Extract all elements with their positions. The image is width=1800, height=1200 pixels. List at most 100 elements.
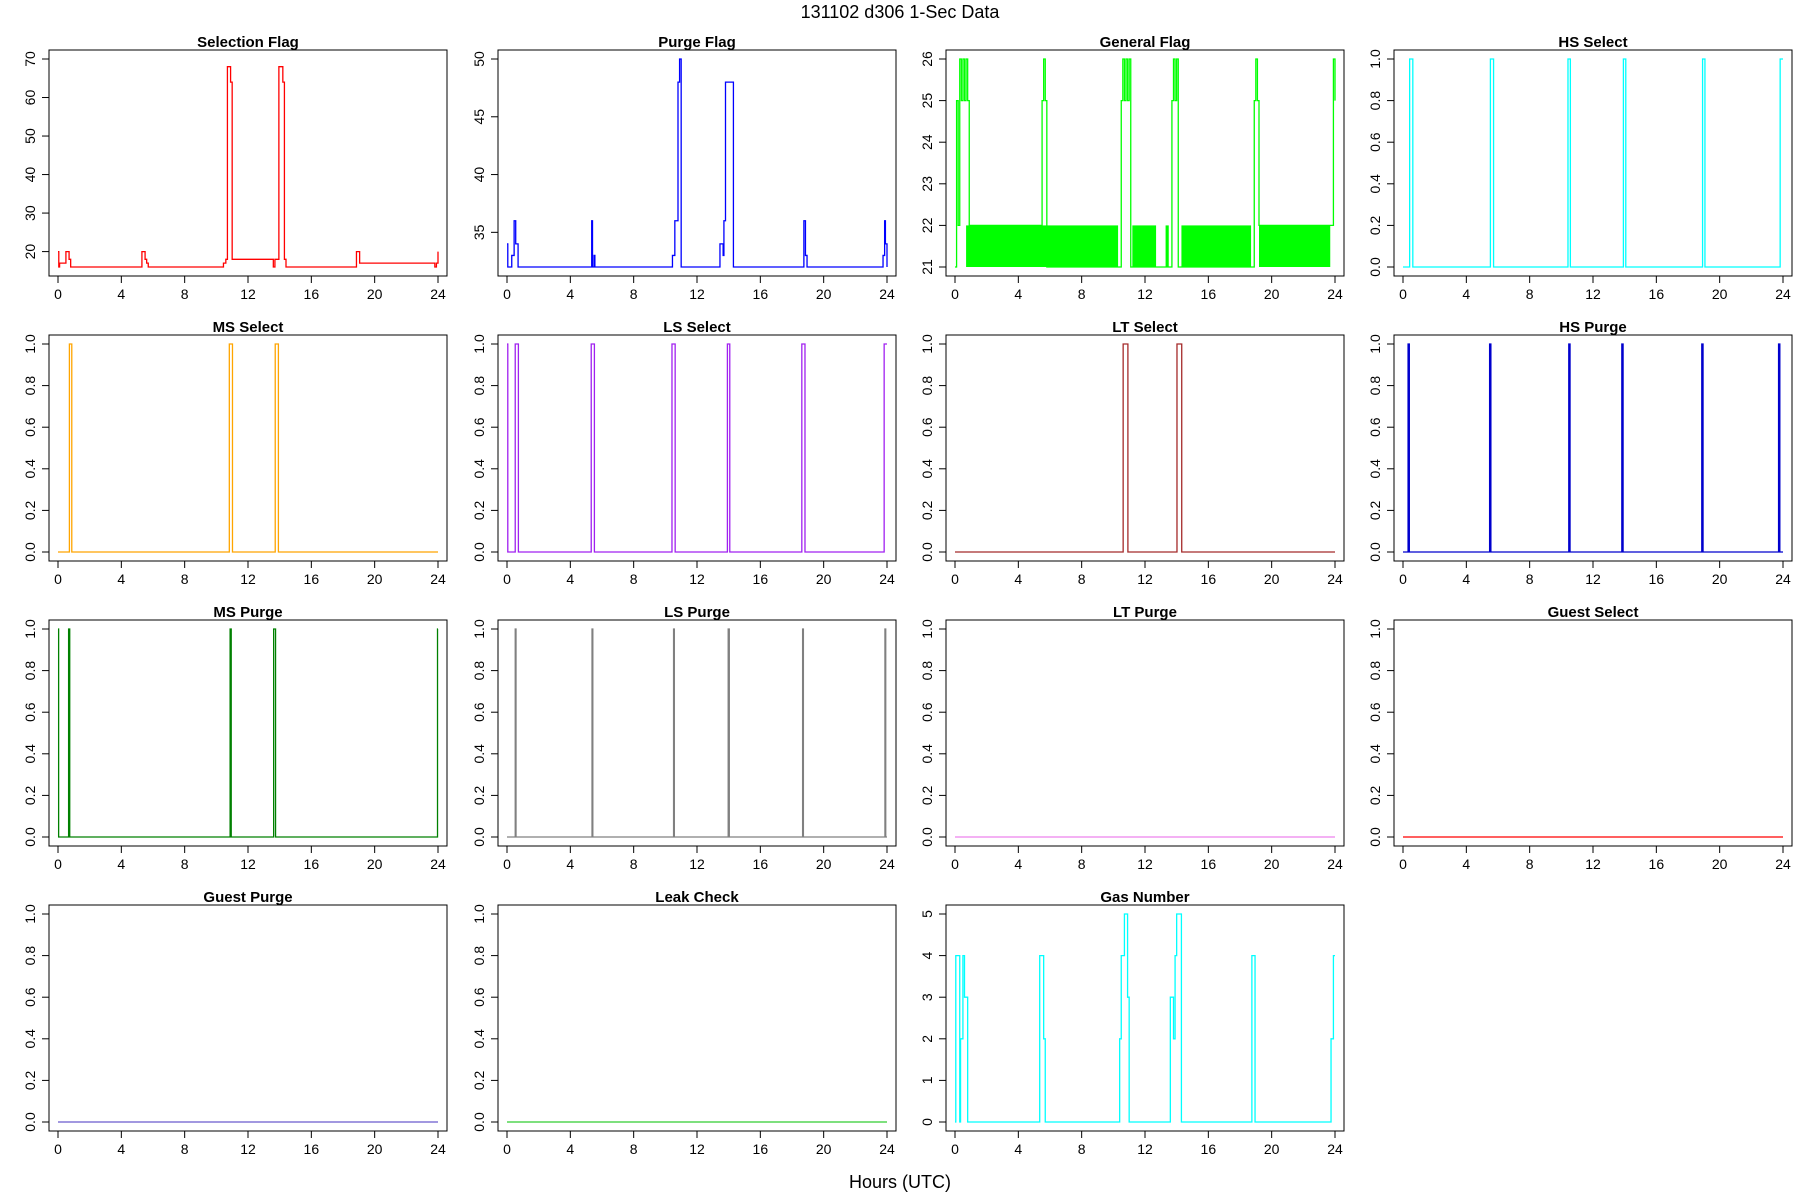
- panel-title: Selection Flag: [197, 34, 299, 51]
- y-tick-label: 0.2: [22, 1070, 38, 1090]
- x-tick-label: 8: [1078, 1141, 1086, 1157]
- y-tick-label: 0.2: [919, 785, 935, 805]
- y-tick-label: 22: [919, 217, 935, 233]
- panel-title: Guest Purge: [203, 889, 292, 906]
- x-tick-label: 4: [1014, 571, 1022, 587]
- y-tick-label: 0.8: [22, 946, 38, 966]
- panel-title: General Flag: [1100, 34, 1191, 51]
- series-line: [955, 58, 1336, 268]
- series-line: [507, 58, 888, 268]
- y-tick-label: 0.8: [1367, 661, 1383, 681]
- x-tick-label: 0: [54, 856, 62, 872]
- y-tick-label: 1.0: [919, 334, 935, 354]
- panel-title: LS Select: [663, 319, 731, 336]
- x-tick-label: 12: [689, 571, 705, 587]
- panel-title: Guest Select: [1548, 604, 1639, 621]
- x-tick-label: 8: [1078, 286, 1086, 302]
- y-tick-label: 2: [919, 1035, 935, 1043]
- x-tick-label: 0: [1399, 571, 1407, 587]
- figure-xlabel: Hours (UTC): [849, 1172, 951, 1192]
- y-tick-label: 0.0: [471, 1112, 487, 1132]
- x-tick-label: 12: [689, 856, 705, 872]
- y-tick-label: 30: [22, 205, 38, 221]
- x-tick-label: 12: [240, 856, 256, 872]
- plot-frame: [497, 49, 897, 277]
- panel-title: Purge Flag: [658, 34, 736, 51]
- y-tick-label: 0.0: [919, 827, 935, 847]
- y-tick-label: 45: [471, 109, 487, 125]
- x-tick-label: 0: [54, 571, 62, 587]
- x-tick-label: 24: [1775, 286, 1791, 302]
- x-tick-label: 24: [879, 286, 895, 302]
- x-tick-label: 8: [181, 286, 189, 302]
- x-tick-label: 20: [367, 856, 383, 872]
- y-tick-label: 0.4: [1367, 459, 1383, 479]
- x-tick-label: 12: [1137, 856, 1153, 872]
- y-tick-label: 0.0: [1367, 257, 1383, 277]
- x-tick-label: 20: [816, 1141, 832, 1157]
- y-tick-label: 0.2: [471, 500, 487, 520]
- plot-frame: [1393, 49, 1793, 277]
- y-tick-label: 0.8: [1367, 91, 1383, 111]
- x-tick-label: 16: [1201, 856, 1217, 872]
- x-tick-label: 16: [304, 571, 320, 587]
- x-tick-label: 4: [566, 1141, 574, 1157]
- panel-ls-select: LS Select 0 4 8 12 16 20 24 0.0 0.2 0.4 0.6 0.8 1.0: [471, 319, 897, 587]
- x-tick-label: 12: [240, 286, 256, 302]
- y-tick-label: 0.0: [919, 542, 935, 562]
- y-tick-label: 0.4: [1367, 744, 1383, 764]
- x-tick-label: 12: [1137, 286, 1153, 302]
- plot-frame: [945, 619, 1345, 847]
- x-tick-label: 24: [430, 1141, 446, 1157]
- data-band: [966, 225, 1119, 267]
- y-tick-label: 0.2: [471, 1070, 487, 1090]
- x-tick-label: 16: [1649, 286, 1665, 302]
- y-tick-label: 3: [919, 993, 935, 1001]
- panel-lt-purge: LT Purge 0 4 8 12 16 20 24 0.0 0.2 0.4 0.6 0.8 1.0: [919, 604, 1345, 872]
- x-tick-label: 8: [1078, 856, 1086, 872]
- y-tick-label: 1: [919, 1076, 935, 1084]
- y-tick-label: 1.0: [919, 619, 935, 639]
- x-tick-label: 8: [630, 1141, 638, 1157]
- y-tick-label: 0.0: [1367, 542, 1383, 562]
- panel-title: LS Purge: [664, 604, 730, 621]
- y-tick-label: 0.6: [22, 987, 38, 1007]
- x-tick-label: 20: [367, 286, 383, 302]
- y-tick-label: 0.8: [919, 376, 935, 396]
- x-tick-label: 12: [689, 1141, 705, 1157]
- y-tick-label: 0.8: [471, 376, 487, 396]
- x-tick-label: 4: [1462, 286, 1470, 302]
- x-tick-label: 4: [566, 571, 574, 587]
- y-tick-label: 26: [919, 51, 935, 67]
- plot-frame: [945, 904, 1345, 1132]
- x-tick-label: 24: [1327, 286, 1343, 302]
- x-tick-label: 16: [753, 856, 769, 872]
- y-tick-label: 0.0: [22, 542, 38, 562]
- y-tick-label: 0.6: [22, 702, 38, 722]
- plot-frame: [497, 334, 897, 562]
- y-tick-label: 40: [22, 167, 38, 183]
- y-tick-label: 0.2: [919, 500, 935, 520]
- x-tick-label: 0: [1399, 286, 1407, 302]
- plot-frame: [1393, 619, 1793, 847]
- x-tick-label: 12: [1585, 286, 1601, 302]
- series-line: [955, 913, 1335, 1123]
- plot-frame: [48, 904, 448, 1132]
- plot-frame: [497, 619, 897, 847]
- y-tick-label: 1.0: [22, 904, 38, 924]
- series-line: [507, 343, 887, 553]
- y-tick-label: 1.0: [1367, 334, 1383, 354]
- x-tick-label: 20: [1264, 856, 1280, 872]
- x-tick-label: 0: [951, 286, 959, 302]
- x-tick-label: 0: [503, 286, 511, 302]
- y-tick-label: 24: [919, 134, 935, 150]
- panel-leak-check: Leak Check 0 4 8 12 16 20 24 0.0 0.2 0.4 0.6 0.8 1.0: [471, 889, 897, 1157]
- x-tick-label: 4: [566, 286, 574, 302]
- x-tick-label: 8: [630, 286, 638, 302]
- x-tick-label: 8: [181, 571, 189, 587]
- x-tick-label: 4: [117, 286, 125, 302]
- x-tick-label: 12: [240, 571, 256, 587]
- y-tick-label: 35: [471, 224, 487, 240]
